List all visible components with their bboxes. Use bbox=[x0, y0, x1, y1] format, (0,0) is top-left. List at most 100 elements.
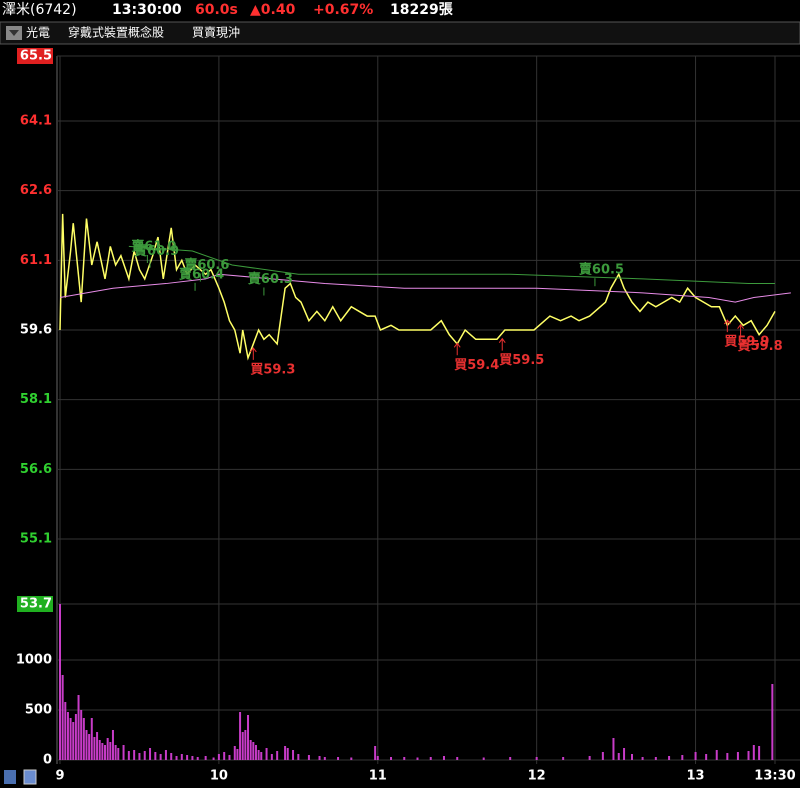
volume-bar bbox=[416, 757, 419, 760]
volume-bar bbox=[228, 755, 231, 760]
volume-bar bbox=[191, 756, 194, 760]
volume-bar bbox=[85, 730, 88, 760]
volume-bar bbox=[88, 734, 91, 760]
sell-label: 賣60.6 bbox=[184, 257, 229, 273]
y-tick-box bbox=[17, 596, 53, 612]
volume-bar bbox=[223, 752, 226, 760]
stock-name: 澤米(6742) bbox=[2, 2, 77, 18]
volume-bar bbox=[186, 755, 189, 760]
y-tick-label: 0 bbox=[43, 753, 52, 768]
volume-bar bbox=[122, 745, 125, 760]
volume-bar bbox=[482, 757, 485, 760]
price-line bbox=[59, 273, 791, 303]
volume-bar bbox=[350, 757, 353, 760]
volume-bar bbox=[66, 712, 69, 760]
volume-bar bbox=[265, 748, 268, 760]
volume-bar bbox=[80, 710, 83, 760]
volume-bar bbox=[376, 756, 379, 760]
change: ▲0.40 bbox=[250, 2, 296, 18]
y-tick-label: 55.1 bbox=[20, 531, 52, 546]
volume-bar bbox=[736, 752, 739, 760]
volume-bar bbox=[241, 732, 244, 760]
volume-bar bbox=[109, 742, 112, 760]
volume-bar bbox=[562, 757, 565, 760]
y-tick-label: 62.6 bbox=[20, 183, 52, 198]
volume-bar bbox=[654, 757, 657, 760]
x-tick-label: 9 bbox=[55, 769, 64, 784]
volume-bar bbox=[69, 718, 72, 760]
y-tick-label: 61.1 bbox=[20, 253, 52, 268]
sell-label: 賣61.0 bbox=[131, 238, 176, 254]
y-tick-label: 65.5 bbox=[20, 49, 52, 64]
volume-bar bbox=[694, 752, 697, 760]
volume-bar bbox=[104, 745, 107, 760]
volume-bar bbox=[318, 756, 321, 760]
volume-bar bbox=[641, 757, 644, 760]
volume-bar bbox=[276, 751, 279, 760]
sell-label: 賣60.4 bbox=[179, 266, 224, 282]
tab[interactable]: 光電 bbox=[26, 26, 50, 40]
volume-bar bbox=[442, 756, 445, 760]
volume-bar bbox=[270, 754, 273, 760]
volume-bar bbox=[204, 756, 207, 760]
volume-bar bbox=[133, 750, 136, 760]
volume-bar bbox=[64, 702, 67, 760]
y-tick-label: 59.6 bbox=[20, 323, 52, 338]
volume-bar bbox=[111, 730, 114, 760]
tool-icon[interactable] bbox=[4, 770, 16, 784]
volume-bar bbox=[114, 745, 117, 760]
buy-arrow bbox=[249, 347, 257, 360]
y-tick-box bbox=[17, 48, 53, 64]
tab-bar bbox=[0, 21, 800, 45]
volume-bar bbox=[705, 754, 708, 760]
x-tick-label: 13:30 bbox=[754, 769, 795, 784]
volume-bar bbox=[286, 748, 289, 760]
volume-bar bbox=[726, 753, 729, 760]
change-pct: +0.67% bbox=[313, 2, 373, 18]
volume-bar bbox=[90, 718, 93, 760]
sell-label: 賣60.3 bbox=[248, 271, 293, 287]
volume: 18229張 bbox=[390, 2, 454, 18]
volume-bar bbox=[758, 746, 761, 760]
volume-bar bbox=[284, 746, 287, 760]
volume-bar bbox=[254, 745, 257, 760]
buy-label: 買59.3 bbox=[250, 362, 295, 377]
volume-bar bbox=[631, 754, 633, 760]
y-tick-label: 56.6 bbox=[20, 462, 52, 477]
buy-arrow bbox=[453, 342, 461, 356]
volume-bar bbox=[217, 754, 220, 760]
volume-bar bbox=[292, 750, 295, 760]
volume-bar bbox=[98, 740, 101, 760]
volume-bar bbox=[96, 732, 99, 760]
tool-icon[interactable] bbox=[23, 769, 37, 785]
y-tick-label: 53.7 bbox=[20, 597, 52, 612]
tab[interactable]: 穿戴式裝置概念股 bbox=[68, 25, 164, 40]
volume-bar bbox=[252, 742, 255, 760]
tab[interactable]: 買賣現沖 bbox=[192, 25, 240, 40]
x-tick-label: 11 bbox=[369, 769, 387, 784]
volume-bar bbox=[72, 722, 75, 760]
volume-bar bbox=[196, 757, 199, 760]
volume-bar bbox=[307, 755, 310, 760]
y-tick-label: 500 bbox=[25, 703, 52, 718]
volume-bar bbox=[509, 757, 512, 760]
volume-bar bbox=[297, 754, 300, 760]
price-line bbox=[128, 245, 775, 285]
volume-bar bbox=[617, 753, 620, 760]
volume-bar bbox=[429, 757, 432, 760]
volume-bar bbox=[212, 757, 215, 760]
volume-bar bbox=[612, 738, 615, 760]
volume-bar bbox=[143, 751, 146, 760]
volume-bar bbox=[117, 748, 120, 760]
volume-bar bbox=[456, 757, 459, 760]
volume-bar bbox=[149, 748, 152, 760]
x-tick-label: 13 bbox=[687, 769, 705, 784]
volume-bar bbox=[390, 757, 393, 760]
volume-bar bbox=[323, 757, 326, 760]
volume-bar bbox=[337, 757, 340, 760]
volume-bar bbox=[138, 753, 141, 760]
volume-bar bbox=[61, 675, 64, 760]
volume-bar bbox=[154, 752, 157, 760]
sell-label: 賣60.5 bbox=[579, 262, 624, 278]
